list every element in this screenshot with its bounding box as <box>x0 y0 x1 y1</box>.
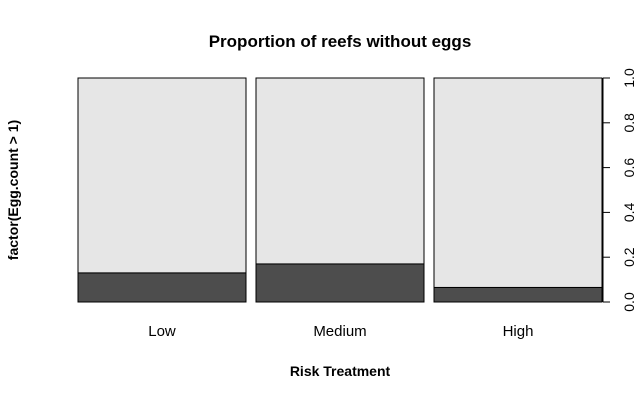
y-axis-label: factor(Egg.count > 1) <box>5 120 21 260</box>
y-axis: 0.0 0.2 0.4 0.6 0.8 1.0 <box>602 68 637 312</box>
y-tick-label: 0.8 <box>621 113 637 133</box>
y-tick-label: 0.6 <box>621 158 637 178</box>
bar-medium-segment-0 <box>255 263 425 303</box>
bar-high-segment-1 <box>433 77 603 288</box>
y-tick-label: 1.0 <box>621 68 637 88</box>
y-tick-label: 0.4 <box>621 202 637 222</box>
x-axis-label: Risk Treatment <box>290 363 391 379</box>
bar-high-segment-0 <box>433 286 603 303</box>
y-tick-label: 0.0 <box>621 292 637 312</box>
bar-low-segment-1 <box>77 77 247 274</box>
bars-group <box>77 77 603 303</box>
category-labels: Low Medium High <box>148 323 533 340</box>
chart-title: Proportion of reefs without eggs <box>209 32 472 51</box>
bar-medium-segment-1 <box>255 77 425 265</box>
category-label-medium: Medium <box>313 323 366 340</box>
category-label-low: Low <box>148 323 176 340</box>
category-label-high: High <box>503 323 534 340</box>
bar-low-segment-0 <box>77 272 247 303</box>
y-tick-label: 0.2 <box>621 247 637 267</box>
